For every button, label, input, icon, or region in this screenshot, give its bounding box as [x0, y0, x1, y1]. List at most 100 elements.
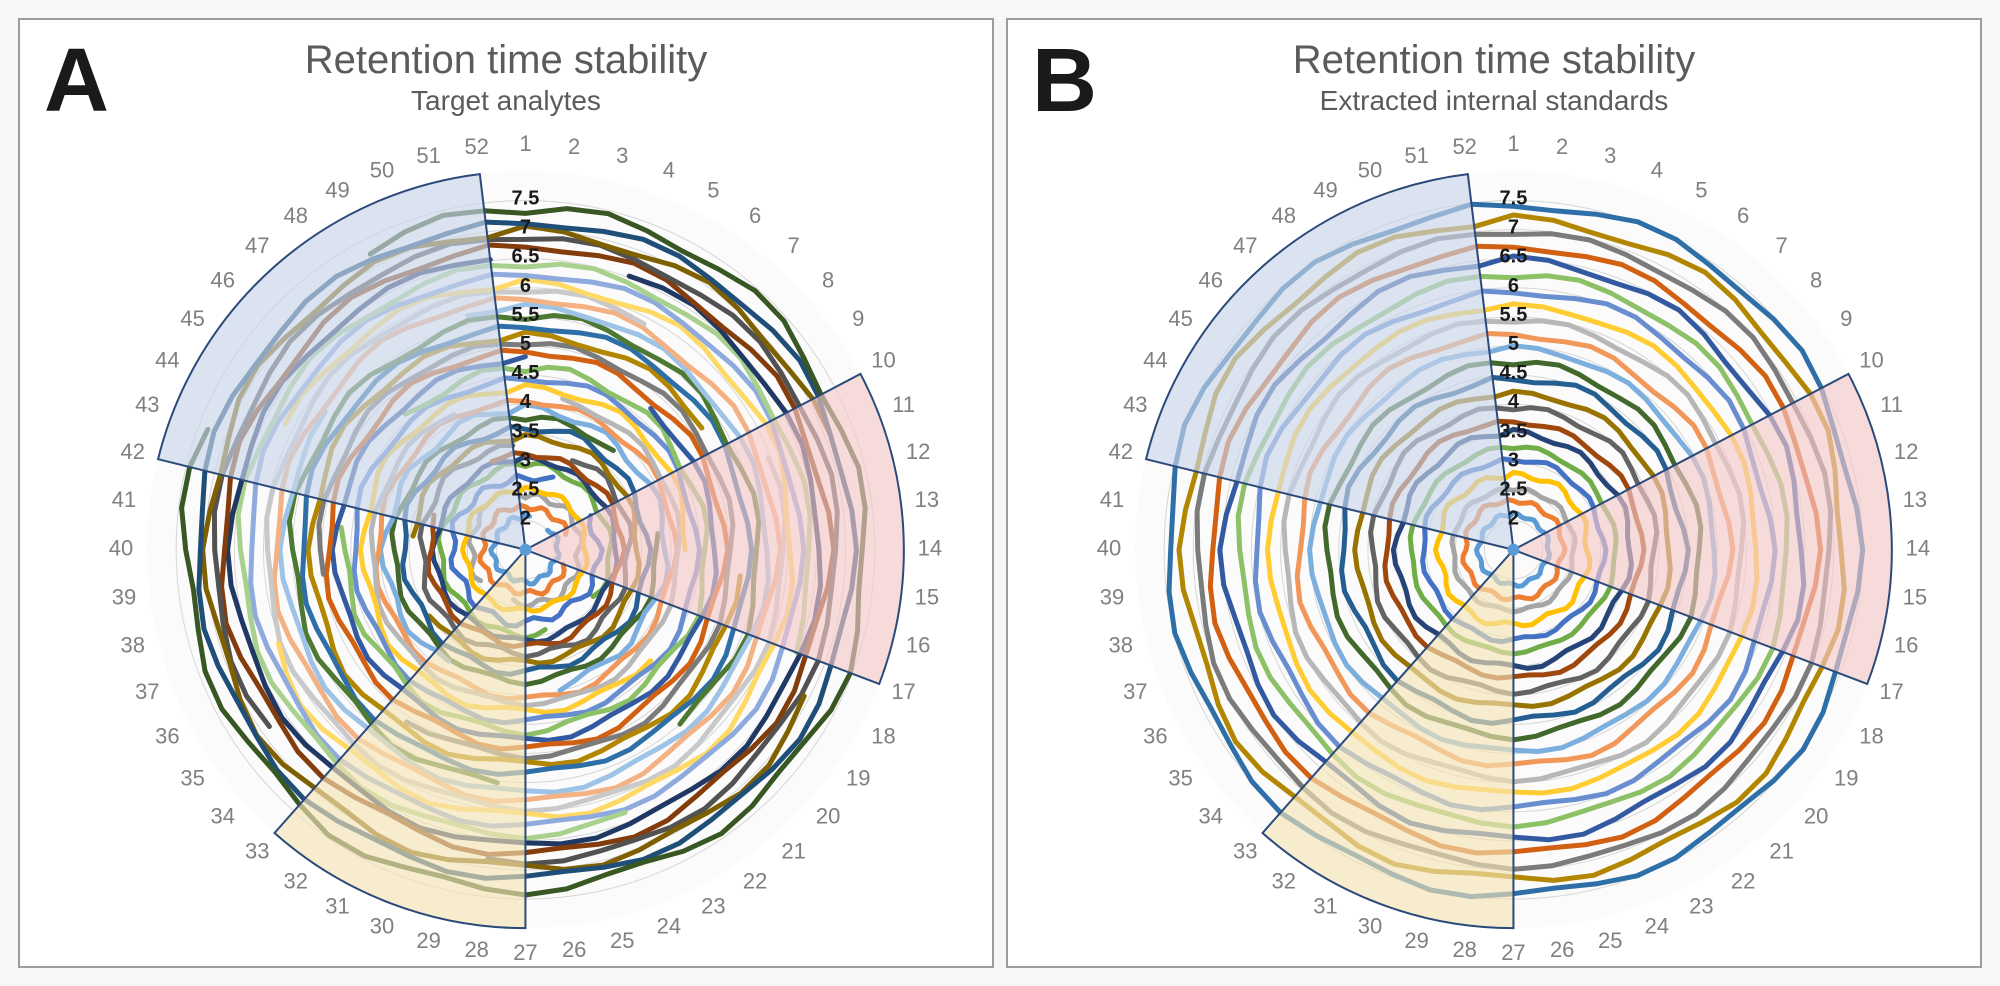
svg-text:38: 38 — [1109, 632, 1133, 657]
svg-text:13: 13 — [915, 487, 939, 512]
svg-text:5.5: 5.5 — [512, 304, 540, 326]
svg-text:45: 45 — [1168, 306, 1192, 331]
svg-text:11: 11 — [892, 392, 915, 417]
svg-text:14: 14 — [918, 536, 942, 561]
svg-text:32: 32 — [1271, 868, 1295, 893]
svg-text:35: 35 — [180, 765, 204, 790]
svg-text:4: 4 — [1651, 157, 1663, 182]
svg-text:28: 28 — [464, 937, 488, 962]
svg-text:2: 2 — [1556, 134, 1568, 159]
svg-text:49: 49 — [325, 177, 349, 202]
svg-text:21: 21 — [1769, 838, 1793, 863]
svg-text:22: 22 — [743, 868, 767, 893]
svg-text:42: 42 — [1109, 439, 1133, 464]
svg-text:15: 15 — [915, 584, 939, 609]
svg-text:6.5: 6.5 — [1500, 246, 1528, 268]
svg-text:24: 24 — [1645, 914, 1669, 939]
panel-a: A Retention time stability Target analyt… — [18, 18, 994, 968]
svg-text:4: 4 — [1508, 391, 1520, 413]
svg-text:6.5: 6.5 — [512, 246, 540, 268]
svg-text:5: 5 — [520, 333, 531, 355]
svg-text:48: 48 — [1271, 203, 1295, 228]
svg-text:5: 5 — [1695, 177, 1707, 202]
svg-text:6: 6 — [1508, 275, 1519, 297]
svg-text:16: 16 — [1894, 632, 1918, 657]
svg-text:15: 15 — [1903, 584, 1927, 609]
svg-text:14: 14 — [1906, 536, 1930, 561]
svg-text:23: 23 — [701, 894, 725, 919]
svg-text:6: 6 — [1737, 203, 1749, 228]
svg-text:39: 39 — [112, 584, 136, 609]
svg-text:4: 4 — [663, 157, 675, 182]
svg-text:40: 40 — [109, 536, 133, 561]
svg-text:52: 52 — [1452, 134, 1476, 159]
svg-text:50: 50 — [370, 157, 394, 182]
svg-text:32: 32 — [283, 868, 307, 893]
svg-text:33: 33 — [1233, 838, 1257, 863]
svg-text:19: 19 — [846, 765, 870, 790]
svg-text:2: 2 — [568, 134, 580, 159]
polar-chart-b: 1234567891011121314151617181920212223242… — [1008, 20, 1980, 966]
svg-text:34: 34 — [1199, 804, 1223, 829]
svg-text:7.5: 7.5 — [512, 187, 540, 209]
svg-text:9: 9 — [1840, 306, 1852, 331]
svg-text:2: 2 — [1508, 508, 1519, 530]
svg-text:44: 44 — [1143, 348, 1167, 373]
svg-text:46: 46 — [1199, 267, 1223, 292]
svg-text:2: 2 — [520, 508, 531, 530]
svg-text:43: 43 — [135, 392, 159, 417]
svg-text:26: 26 — [562, 937, 586, 962]
svg-text:19: 19 — [1834, 765, 1858, 790]
svg-text:36: 36 — [1143, 724, 1167, 749]
figure-wrap: A Retention time stability Target analyt… — [0, 0, 2000, 986]
svg-text:8: 8 — [822, 267, 834, 292]
svg-text:7: 7 — [520, 217, 531, 239]
svg-text:34: 34 — [211, 804, 235, 829]
panel-b: B Retention time stability Extracted int… — [1006, 18, 1982, 968]
svg-text:23: 23 — [1689, 894, 1713, 919]
svg-text:44: 44 — [155, 348, 179, 373]
svg-text:18: 18 — [871, 724, 895, 749]
svg-text:6: 6 — [749, 203, 761, 228]
svg-text:50: 50 — [1358, 157, 1382, 182]
svg-text:17: 17 — [1879, 679, 1903, 704]
svg-text:5.5: 5.5 — [1500, 304, 1528, 326]
svg-text:36: 36 — [155, 724, 179, 749]
svg-text:30: 30 — [370, 914, 394, 939]
svg-text:8: 8 — [1810, 267, 1822, 292]
svg-text:25: 25 — [610, 928, 634, 953]
svg-text:3.5: 3.5 — [1500, 420, 1528, 442]
svg-text:3: 3 — [520, 449, 531, 471]
svg-text:3.5: 3.5 — [512, 420, 540, 442]
svg-text:41: 41 — [112, 487, 136, 512]
svg-text:41: 41 — [1100, 487, 1124, 512]
svg-text:35: 35 — [1168, 765, 1192, 790]
svg-text:3: 3 — [1508, 449, 1519, 471]
svg-text:2.5: 2.5 — [512, 479, 540, 501]
svg-text:26: 26 — [1550, 937, 1574, 962]
svg-text:28: 28 — [1452, 937, 1476, 962]
svg-text:40: 40 — [1097, 536, 1121, 561]
svg-text:24: 24 — [657, 914, 681, 939]
svg-text:20: 20 — [816, 804, 840, 829]
svg-text:30: 30 — [1358, 914, 1382, 939]
svg-text:17: 17 — [891, 679, 915, 704]
svg-text:1: 1 — [1507, 131, 1519, 156]
svg-text:37: 37 — [135, 679, 159, 704]
svg-text:38: 38 — [121, 632, 145, 657]
svg-text:12: 12 — [906, 439, 930, 464]
svg-text:31: 31 — [325, 894, 349, 919]
svg-text:4: 4 — [520, 391, 532, 413]
svg-text:3: 3 — [1604, 143, 1616, 168]
svg-text:25: 25 — [1598, 928, 1622, 953]
svg-text:18: 18 — [1859, 724, 1883, 749]
svg-text:10: 10 — [1859, 348, 1883, 373]
svg-text:7.5: 7.5 — [1500, 187, 1528, 209]
svg-text:5: 5 — [1508, 333, 1519, 355]
svg-text:47: 47 — [1233, 233, 1257, 258]
svg-text:6: 6 — [520, 275, 531, 297]
svg-text:1: 1 — [519, 131, 531, 156]
svg-text:7: 7 — [787, 233, 799, 258]
svg-text:51: 51 — [1404, 143, 1428, 168]
svg-text:12: 12 — [1894, 439, 1918, 464]
